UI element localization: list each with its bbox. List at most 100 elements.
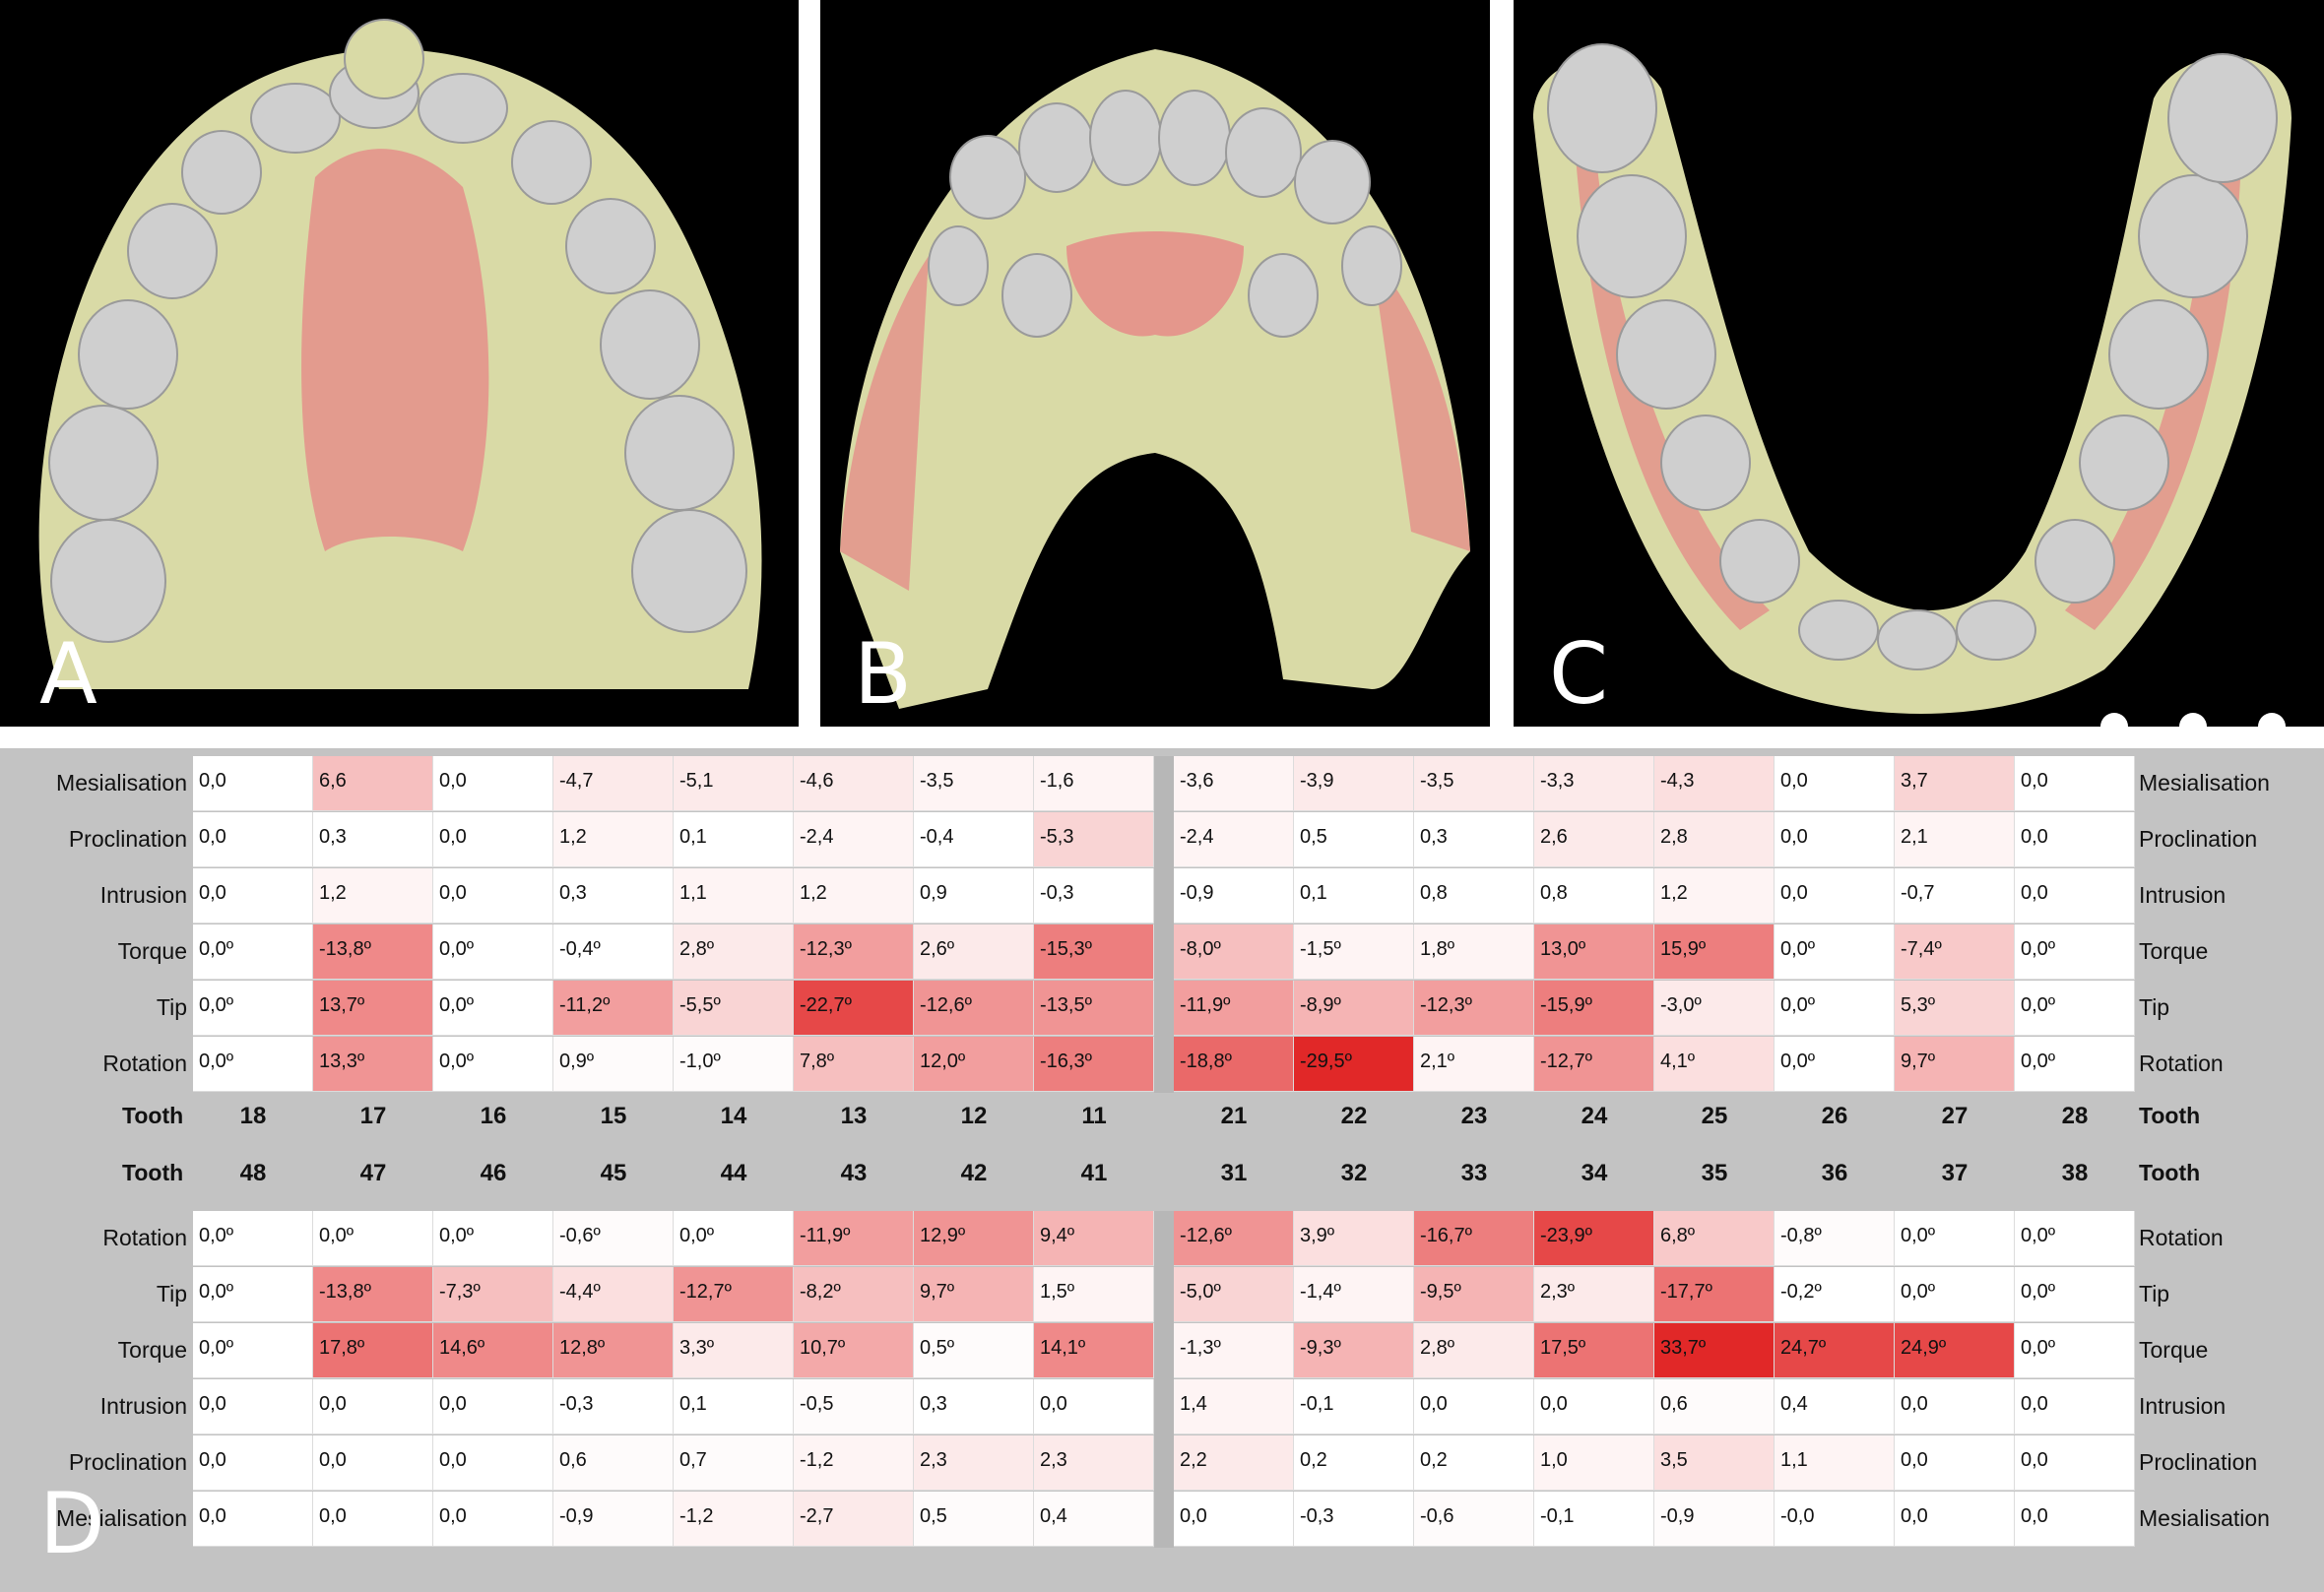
lower-tooth-number: 41 [1080, 1160, 1108, 1186]
upper-row-label-right: Intrusion [2139, 882, 2227, 908]
upper-cell: 1,2 [1654, 868, 1775, 923]
upper-cell: -3,5 [1414, 756, 1534, 811]
upper-cell: 0,9º [553, 1037, 674, 1092]
upper-cell: -16,3º [1034, 1037, 1154, 1092]
panel-a-upper-occlusal-view: A [0, 0, 799, 727]
lower-row-label-right: Mesialisation [2139, 1505, 2270, 1531]
lower-cell: 2,3 [914, 1435, 1034, 1491]
upper-row-label-right: Mesialisation [2139, 770, 2270, 796]
lower-cell: 0,0 [1895, 1492, 2015, 1547]
lower-cell: 0,2 [1294, 1435, 1414, 1491]
lower-cell: 0,0 [433, 1492, 553, 1547]
upper-tooth-number: 17 [359, 1103, 387, 1129]
quadrant-divider-lower [1154, 1211, 1174, 1548]
upper-cell: -15,9º [1534, 981, 1654, 1036]
lower-cell: 0,0 [313, 1379, 433, 1434]
lower-cell: -0,0 [1775, 1492, 1895, 1547]
upper-cell: 0,0 [2015, 868, 2135, 923]
upper-cell: -2,4 [1174, 812, 1294, 867]
lower-row-label-left: Rotation [102, 1225, 187, 1250]
lower-cell: 6,8º [1654, 1211, 1775, 1266]
lower-cell: 0,1 [674, 1379, 794, 1434]
lower-cell: 1,4 [1174, 1379, 1294, 1434]
lower-cell: 9,7º [914, 1267, 1034, 1322]
upper-jaw-3d-render [38, 19, 762, 690]
lower-tooth-label-right: Tooth [2139, 1160, 2201, 1185]
lower-tooth-number: 31 [1220, 1160, 1248, 1186]
upper-cell: 0,0 [2015, 756, 2135, 811]
lower-cell: 3,3º [674, 1323, 794, 1378]
upper-cell: -12,3º [794, 924, 914, 980]
lower-cell: -23,9º [1534, 1211, 1654, 1266]
upper-cell: 0,3 [553, 868, 674, 923]
lower-row-label-right: Intrusion [2139, 1393, 2227, 1419]
upper-cell: 0,9 [914, 868, 1034, 923]
lower-row-label-right: Torque [2139, 1337, 2209, 1363]
lower-cell: 0,4 [1775, 1379, 1895, 1434]
lower-cell: 10,7º [794, 1323, 914, 1378]
lower-cell: 0,0 [193, 1379, 313, 1434]
upper-cell: 1,1 [674, 868, 794, 923]
lower-cell: -1,2 [674, 1492, 794, 1547]
upper-cell: 0,0º [1775, 1037, 1895, 1092]
lower-cell: 0,0º [2015, 1323, 2135, 1378]
lower-tooth-number: 36 [1821, 1160, 1848, 1186]
lower-row-label-left: Intrusion [99, 1393, 187, 1419]
lower-cell: -0,2º [1775, 1267, 1895, 1322]
upper-row-label-right: Rotation [2139, 1051, 2224, 1076]
upper-cell: 0,1 [1294, 868, 1414, 923]
upper-cell: -8,9º [1294, 981, 1414, 1036]
lower-cell: -0,6 [1414, 1492, 1534, 1547]
upper-cell: 2,1 [1895, 812, 2015, 867]
upper-cell: 0,5 [1294, 812, 1414, 867]
upper-cell: -0,9 [1174, 868, 1294, 923]
lower-cell: 0,0º [2015, 1267, 2135, 1322]
lower-cell: -0,1 [1294, 1379, 1414, 1434]
upper-cell: -7,4º [1895, 924, 2015, 980]
panel-d-letter: D [39, 1475, 105, 1573]
quadrant-divider-upper [1154, 756, 1174, 1093]
upper-cell: 0,0 [1775, 812, 1895, 867]
lower-tooth-number: 47 [359, 1160, 387, 1186]
upper-cell: -3,6 [1174, 756, 1294, 811]
upper-tooth-number: 21 [1220, 1103, 1248, 1129]
lower-cell: 0,0 [433, 1379, 553, 1434]
lower-cell: 3,9º [1294, 1211, 1414, 1266]
upper-cell: -4,6 [794, 756, 914, 811]
upper-cell: 2,1º [1414, 1037, 1534, 1092]
lower-cell: 24,7º [1775, 1323, 1895, 1378]
upper-cell: 0,0º [433, 981, 553, 1036]
lower-cell: 0,6 [553, 1435, 674, 1491]
upper-cell: -1,6 [1034, 756, 1154, 811]
upper-cell: 0,0º [193, 924, 313, 980]
lower-cell: 0,2 [1414, 1435, 1534, 1491]
upper-cell: 1,8º [1414, 924, 1534, 980]
upper-row-label-left: Tip [156, 994, 187, 1020]
upper-cell: 0,0 [433, 756, 553, 811]
lower-cell: 0,5º [914, 1323, 1034, 1378]
upper-row-label-left: Proclination [68, 826, 187, 852]
lower-cell: 0,6 [1654, 1379, 1775, 1434]
lower-cell: 0,0 [1534, 1379, 1654, 1434]
upper-tooth-label-right: Tooth [2139, 1103, 2201, 1128]
lower-cell: 0,0º [193, 1323, 313, 1378]
panel-c-lower-occlusal-view: C [1514, 0, 2324, 727]
lower-cell: 0,0 [433, 1435, 553, 1491]
panel-b-frontal-view: B [820, 0, 1490, 727]
upper-cell: -13,8º [313, 924, 433, 980]
lower-tooth-number: 45 [600, 1160, 627, 1186]
upper-cell: 12,0º [914, 1037, 1034, 1092]
lower-tooth-number: 38 [2061, 1160, 2089, 1186]
upper-tooth-number: 26 [1821, 1103, 1848, 1129]
upper-cell: -12,3º [1414, 981, 1534, 1036]
upper-cell: 9,7º [1895, 1037, 2015, 1092]
lower-cell: 2,2 [1174, 1435, 1294, 1491]
upper-cell: -4,3 [1654, 756, 1775, 811]
upper-cell: 0,0 [193, 756, 313, 811]
panel-a-letter: A [39, 625, 97, 724]
upper-cell: 15,9º [1654, 924, 1775, 980]
lower-tooth-number: 32 [1340, 1160, 1368, 1186]
upper-cell: -12,6º [914, 981, 1034, 1036]
lower-row-label-right: Tip [2139, 1281, 2170, 1306]
lower-cell: 0,4 [1034, 1492, 1154, 1547]
